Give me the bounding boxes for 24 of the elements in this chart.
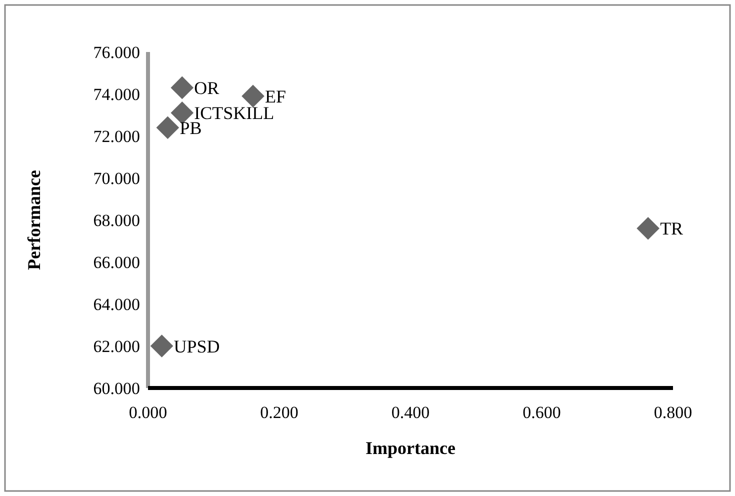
x-axis-title: Importance: [366, 438, 456, 458]
y-tick-label: 60.000: [93, 378, 140, 398]
y-tick-label: 72.000: [93, 126, 140, 146]
annotation: UPSD: [174, 336, 220, 356]
annotation: TR: [660, 218, 684, 239]
point: [170, 76, 194, 100]
y-tick-label: 66.000: [93, 252, 140, 272]
y-axis-title: Performance: [24, 170, 44, 270]
x-tick-label: 0.600: [522, 403, 561, 422]
y-tick-label: 76.000: [93, 42, 140, 62]
x-tick-label: 0.400: [391, 403, 430, 422]
point: [150, 334, 174, 358]
x-tick-label: 0.000: [128, 403, 168, 422]
y-tick-label: 74.000: [93, 84, 140, 104]
x-tick-label: 0.800: [654, 403, 692, 422]
point: [636, 217, 660, 240]
y-tick-label: 62.000: [93, 336, 140, 356]
y-tick-label: 70.000: [93, 168, 140, 188]
point: [242, 84, 264, 108]
y-tick-label: 64.000: [93, 294, 140, 314]
point: [156, 116, 180, 140]
x-tick-label: 0.200: [260, 403, 298, 422]
annotation: OR: [194, 78, 220, 98]
y-tick-label: 68.000: [93, 210, 140, 230]
